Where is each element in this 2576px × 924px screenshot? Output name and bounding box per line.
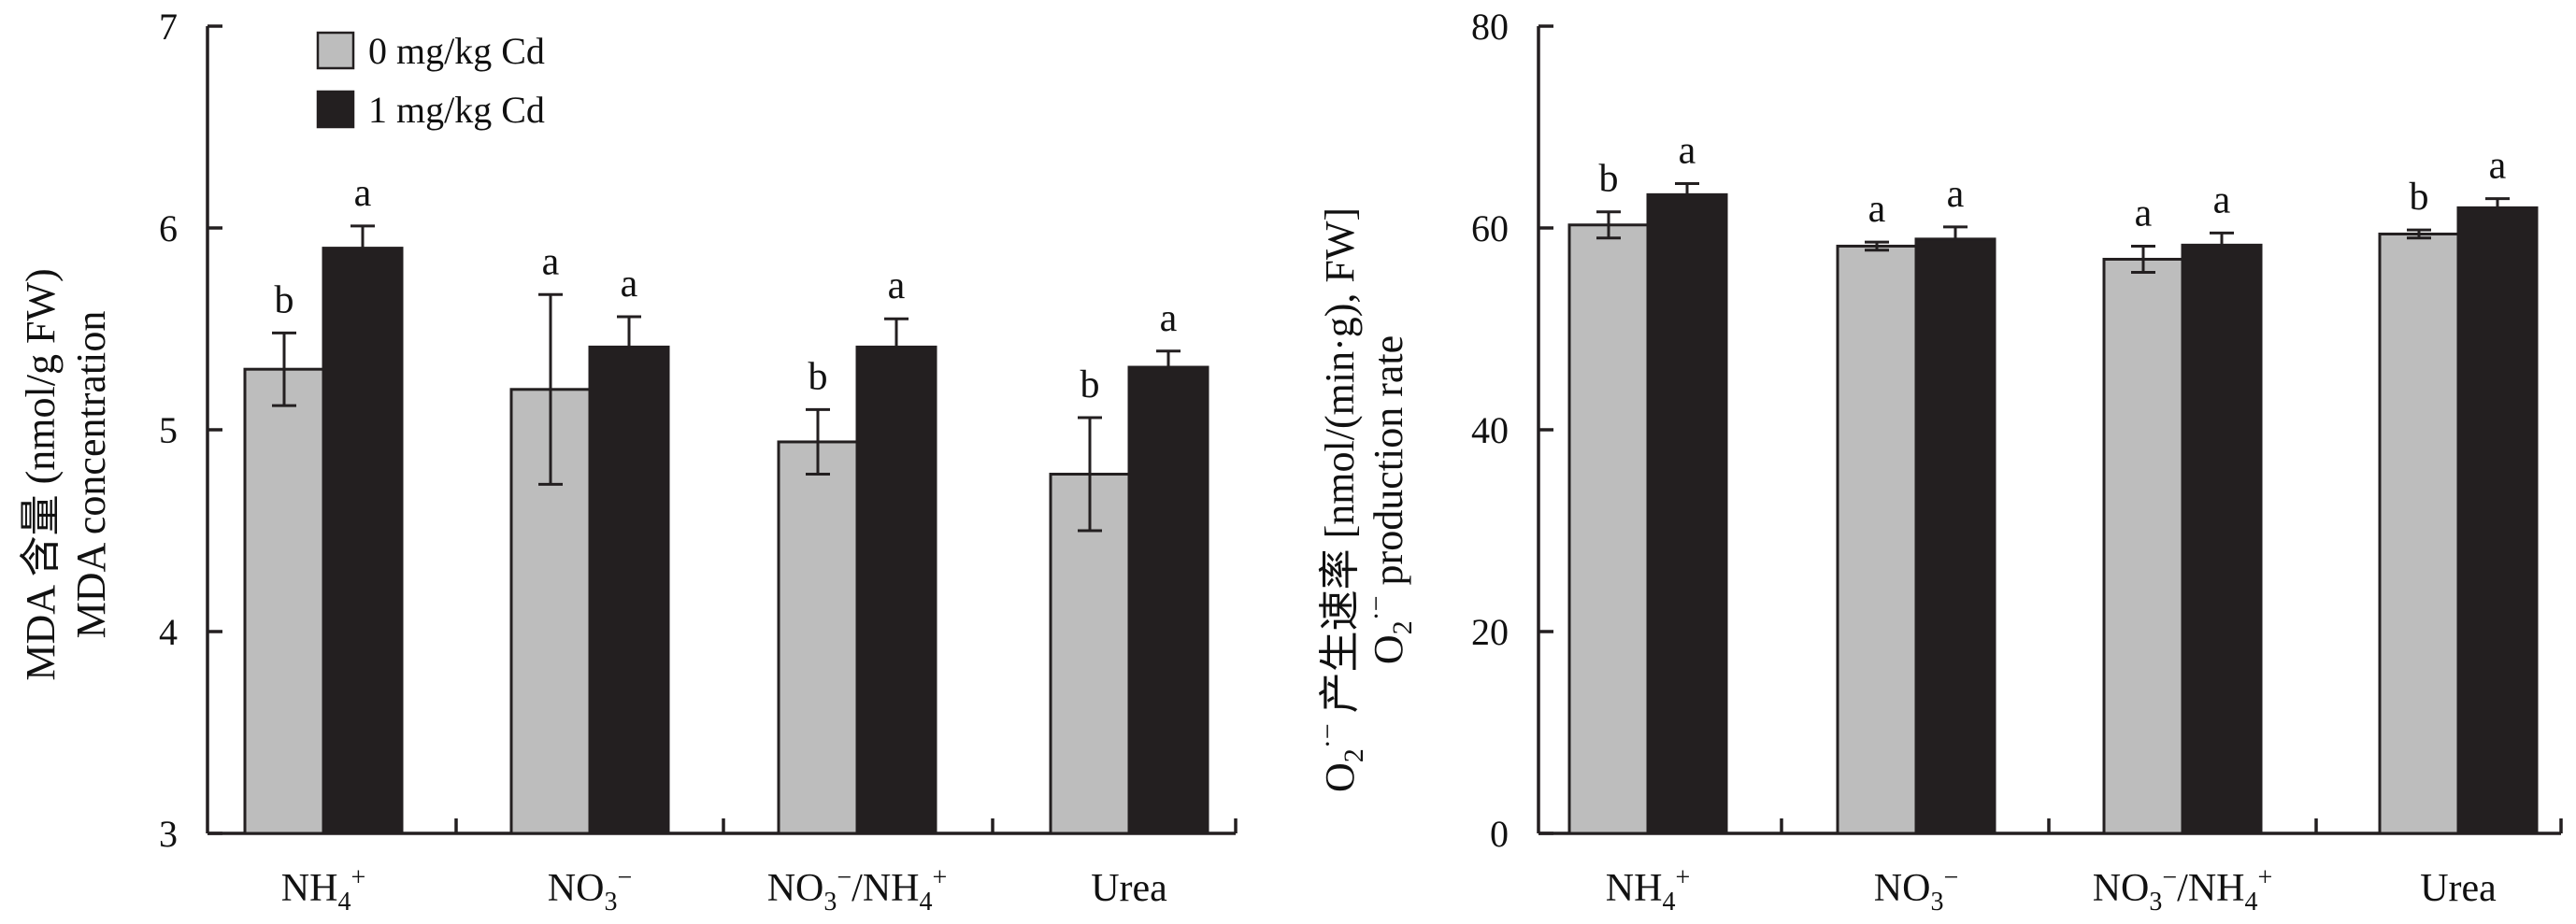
bar	[2378, 232, 2460, 835]
bar	[243, 367, 325, 835]
significance-letter: b	[275, 278, 294, 321]
significance-letter: b	[809, 355, 828, 398]
bar	[2181, 243, 2263, 835]
legend: 0 mg/kg Cd 1 mg/kg Cd	[316, 30, 545, 131]
bar	[2456, 206, 2539, 835]
y-tick-label: 7	[159, 6, 178, 48]
bar	[1914, 237, 1996, 835]
significance-letter: a	[1947, 173, 1965, 216]
significance-letter: a	[354, 172, 372, 215]
right-cat-no3: NO3−	[1874, 863, 1958, 917]
legend-swatch-1	[316, 90, 355, 129]
bar	[855, 345, 937, 835]
y-tick-label: 4	[159, 611, 178, 653]
panel-0-marks: 3 4 5 6 7 b a b b a a a a	[159, 6, 1238, 855]
significance-letter: a	[1679, 129, 1696, 172]
significance-letter: a	[2489, 145, 2507, 188]
panel-1-marks: 0 20 40 60 80 b a a b a a a a	[1471, 6, 2563, 855]
y-tick-label: 20	[1471, 611, 1509, 653]
left-cat-no3: NO3−	[548, 863, 632, 917]
bar	[322, 247, 404, 835]
right-cat-no3-nh4: NO3−/NH4+	[2093, 863, 2273, 917]
right-panel: O2·− 产生速率 [nmol/(min·g), FW] O2·− produc…	[1312, 207, 2497, 917]
significance-letter: a	[1160, 297, 1178, 340]
significance-letter: a	[621, 263, 638, 306]
significance-letter: a	[2213, 178, 2231, 221]
y-tick-label: 0	[1490, 813, 1509, 855]
right-x-labels: NH4+ NO3− NO3−/NH4+ Urea	[1606, 863, 2497, 917]
y-tick-label: 6	[159, 207, 178, 249]
chart-marks: 3 4 5 6 7 b a b b a a a a 0 20 40 60 80 b a a b a a a a	[159, 6, 2563, 855]
significance-letter: b	[1080, 363, 1100, 406]
right-ylabel-zh: O2·− 产生速率 [nmol/(min·g), FW]	[1312, 207, 1369, 792]
right-cat-nh4: NH4+	[1606, 863, 1690, 917]
y-tick-label: 3	[159, 813, 178, 855]
bar	[1836, 244, 1918, 835]
significance-letter: b	[1599, 158, 1619, 201]
significance-letter: a	[2135, 192, 2153, 235]
left-cat-nh4: NH4+	[281, 863, 365, 917]
right-y-axis-title: O2·− 产生速率 [nmol/(min·g), FW] O2·− produc…	[1312, 207, 1418, 792]
left-cat-no3-nh4: NO3−/NH4+	[767, 863, 948, 917]
legend-label-1: 1 mg/kg Cd	[368, 89, 545, 131]
y-tick-label: 60	[1471, 207, 1509, 249]
left-panel: MDA 含量 (nmol/g FW) MDA concentration 0 m…	[18, 30, 1167, 917]
bar	[1646, 192, 1728, 835]
left-ylabel-zh: MDA 含量 (nmol/g FW)	[18, 268, 64, 680]
right-ylabel-en: O2·− production rate	[1361, 335, 1418, 664]
bar	[1127, 365, 1209, 835]
legend-label-0: 0 mg/kg Cd	[368, 30, 545, 72]
y-tick-label: 40	[1471, 409, 1509, 451]
left-y-axis-title: MDA 含量 (nmol/g FW) MDA concentration	[18, 268, 114, 680]
bar	[2102, 257, 2184, 835]
y-tick-label: 80	[1471, 6, 1509, 48]
bar	[588, 345, 670, 835]
right-cat-urea: Urea	[2420, 867, 2497, 910]
y-tick-label: 5	[159, 409, 178, 451]
significance-letter: a	[542, 240, 560, 283]
left-x-labels: NH4+ NO3− NO3−/NH4+ Urea	[281, 863, 1167, 917]
significance-letter: a	[1868, 188, 1886, 231]
significance-letter: a	[888, 264, 906, 307]
legend-swatch-0	[316, 31, 355, 70]
bar	[1567, 223, 1650, 835]
left-cat-urea: Urea	[1091, 867, 1167, 910]
left-ylabel-en: MDA concentration	[68, 311, 114, 639]
significance-letter: b	[2410, 176, 2429, 219]
bar	[777, 440, 859, 835]
